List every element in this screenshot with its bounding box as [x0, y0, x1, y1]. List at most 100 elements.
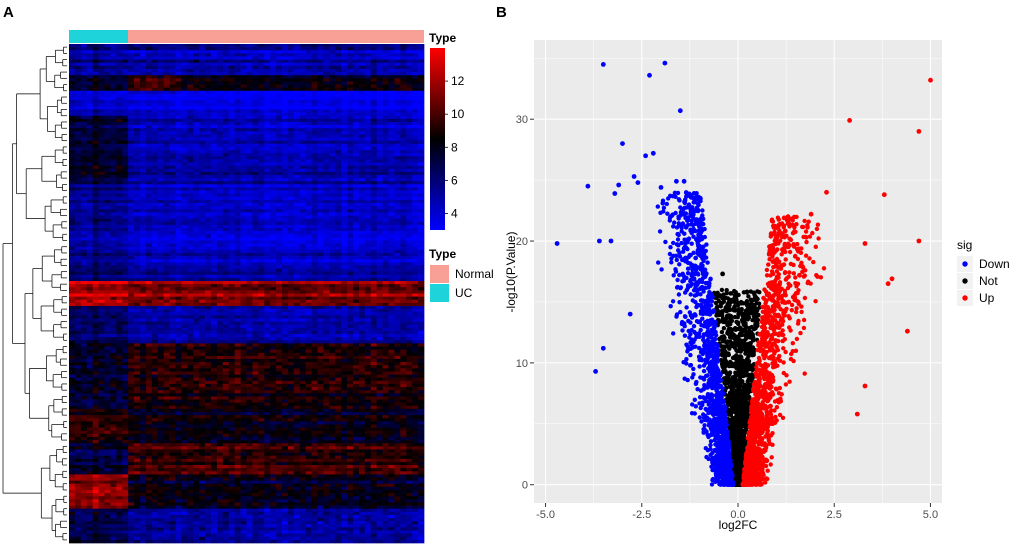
heatmap-cell	[364, 121, 372, 126]
heatmap-cell	[323, 174, 330, 179]
heatmap-cell	[128, 146, 135, 151]
heatmap-cell	[80, 56, 88, 60]
heatmap-cell	[388, 72, 395, 76]
heatmap-cell	[80, 290, 88, 294]
heatmap-cell	[199, 90, 206, 95]
heatmap-cell	[169, 56, 176, 60]
heatmap-cell	[240, 190, 247, 195]
heatmap-cell	[305, 259, 312, 263]
heatmap-cell	[163, 196, 170, 201]
heatmap-cell	[358, 284, 366, 288]
heatmap-cell	[140, 140, 147, 145]
heatmap-cell	[175, 134, 182, 138]
heatmap-cell	[98, 240, 105, 244]
heatmap-cell	[293, 287, 301, 291]
heatmap-cell	[199, 153, 206, 157]
heatmap-cell	[335, 50, 342, 54]
heatmap-cell	[246, 156, 253, 160]
heatmap-cell	[80, 168, 88, 173]
heatmap-cell	[240, 44, 247, 48]
heatmap-cell	[86, 246, 94, 251]
heatmap-cell	[353, 184, 360, 188]
heatmap-cell	[329, 118, 336, 123]
heatmap-cell	[287, 265, 295, 269]
heatmap-cell	[353, 252, 360, 257]
heatmap-cell	[311, 103, 318, 107]
heatmap-cell	[163, 212, 170, 216]
heatmap-cell	[258, 209, 265, 213]
heatmap-cell	[311, 265, 318, 269]
heatmap-cell	[151, 178, 159, 182]
heatmap-cell	[258, 256, 265, 260]
heatmap-cell	[358, 196, 366, 201]
heatmap-cell	[305, 134, 312, 138]
heatmap-cell	[86, 159, 94, 163]
heatmap-cell	[293, 187, 301, 191]
heatmap-cell	[258, 65, 265, 70]
heatmap-cell	[418, 256, 425, 260]
heatmap-cell	[276, 231, 283, 235]
heatmap-cell	[376, 112, 383, 117]
heatmap-cell	[317, 240, 324, 244]
heatmap-cell	[157, 128, 165, 132]
heatmap-cell	[388, 218, 395, 223]
heatmap-cell	[240, 203, 247, 207]
heatmap-cell	[205, 56, 212, 60]
heatmap-cell	[388, 118, 395, 123]
heatmap-cell	[317, 62, 324, 67]
heatmap-cell	[311, 50, 318, 54]
heatmap-cell	[140, 271, 147, 276]
heatmap-cell	[406, 274, 413, 279]
heatmap-cell	[382, 281, 389, 285]
heatmap-cell	[187, 50, 194, 54]
heatmap-cell	[187, 121, 194, 126]
heatmap-cell	[216, 271, 224, 276]
heatmap-cell	[86, 72, 94, 76]
heatmap-cell	[270, 256, 277, 260]
heatmap-cell	[69, 137, 76, 142]
heatmap-cell	[222, 212, 230, 216]
heatmap-cell	[104, 134, 111, 138]
heatmap-cell	[282, 193, 289, 198]
heatmap-cell	[305, 143, 312, 148]
heatmap-cell	[145, 262, 153, 266]
heatmap-cell	[211, 277, 218, 282]
heatmap-cell	[252, 44, 259, 48]
heatmap-cell	[222, 81, 230, 85]
heatmap-cell	[169, 75, 176, 79]
heatmap-cell	[400, 47, 407, 51]
heatmap-cell	[258, 59, 265, 64]
heatmap-cell	[358, 150, 366, 154]
heatmap-cell	[382, 65, 389, 70]
heatmap-cell	[299, 81, 307, 85]
heatmap-cell	[323, 203, 330, 207]
heatmap-cell	[98, 199, 105, 204]
heatmap-cell	[299, 118, 307, 123]
heatmap-cell	[92, 284, 99, 288]
heatmap-cell	[317, 150, 324, 154]
heatmap-cell	[234, 271, 241, 276]
heatmap-cell	[86, 90, 94, 95]
heatmap-cell	[69, 128, 76, 132]
heatmap-cell	[347, 237, 354, 241]
heatmap-cell	[287, 53, 295, 57]
heatmap-cell	[394, 228, 401, 232]
heatmap-cell	[282, 181, 289, 185]
heatmap-cell	[341, 187, 348, 191]
heatmap-cell	[211, 174, 218, 179]
heatmap-cell	[205, 146, 212, 151]
heatmap-cell	[382, 93, 389, 98]
heatmap-cell	[305, 218, 312, 223]
heatmap-cell	[335, 265, 342, 269]
heatmap-cell	[382, 128, 389, 132]
heatmap-cell	[364, 259, 372, 263]
heatmap-cell	[400, 187, 407, 191]
heatmap-cell	[187, 53, 194, 57]
heatmap-cell	[358, 243, 366, 248]
heatmap-cell	[74, 68, 82, 73]
heatmap-cell	[240, 237, 247, 241]
heatmap-cell	[406, 284, 413, 288]
heatmap-cell	[234, 143, 241, 148]
heatmap-cell	[353, 131, 360, 135]
heatmap-cell	[412, 78, 419, 82]
